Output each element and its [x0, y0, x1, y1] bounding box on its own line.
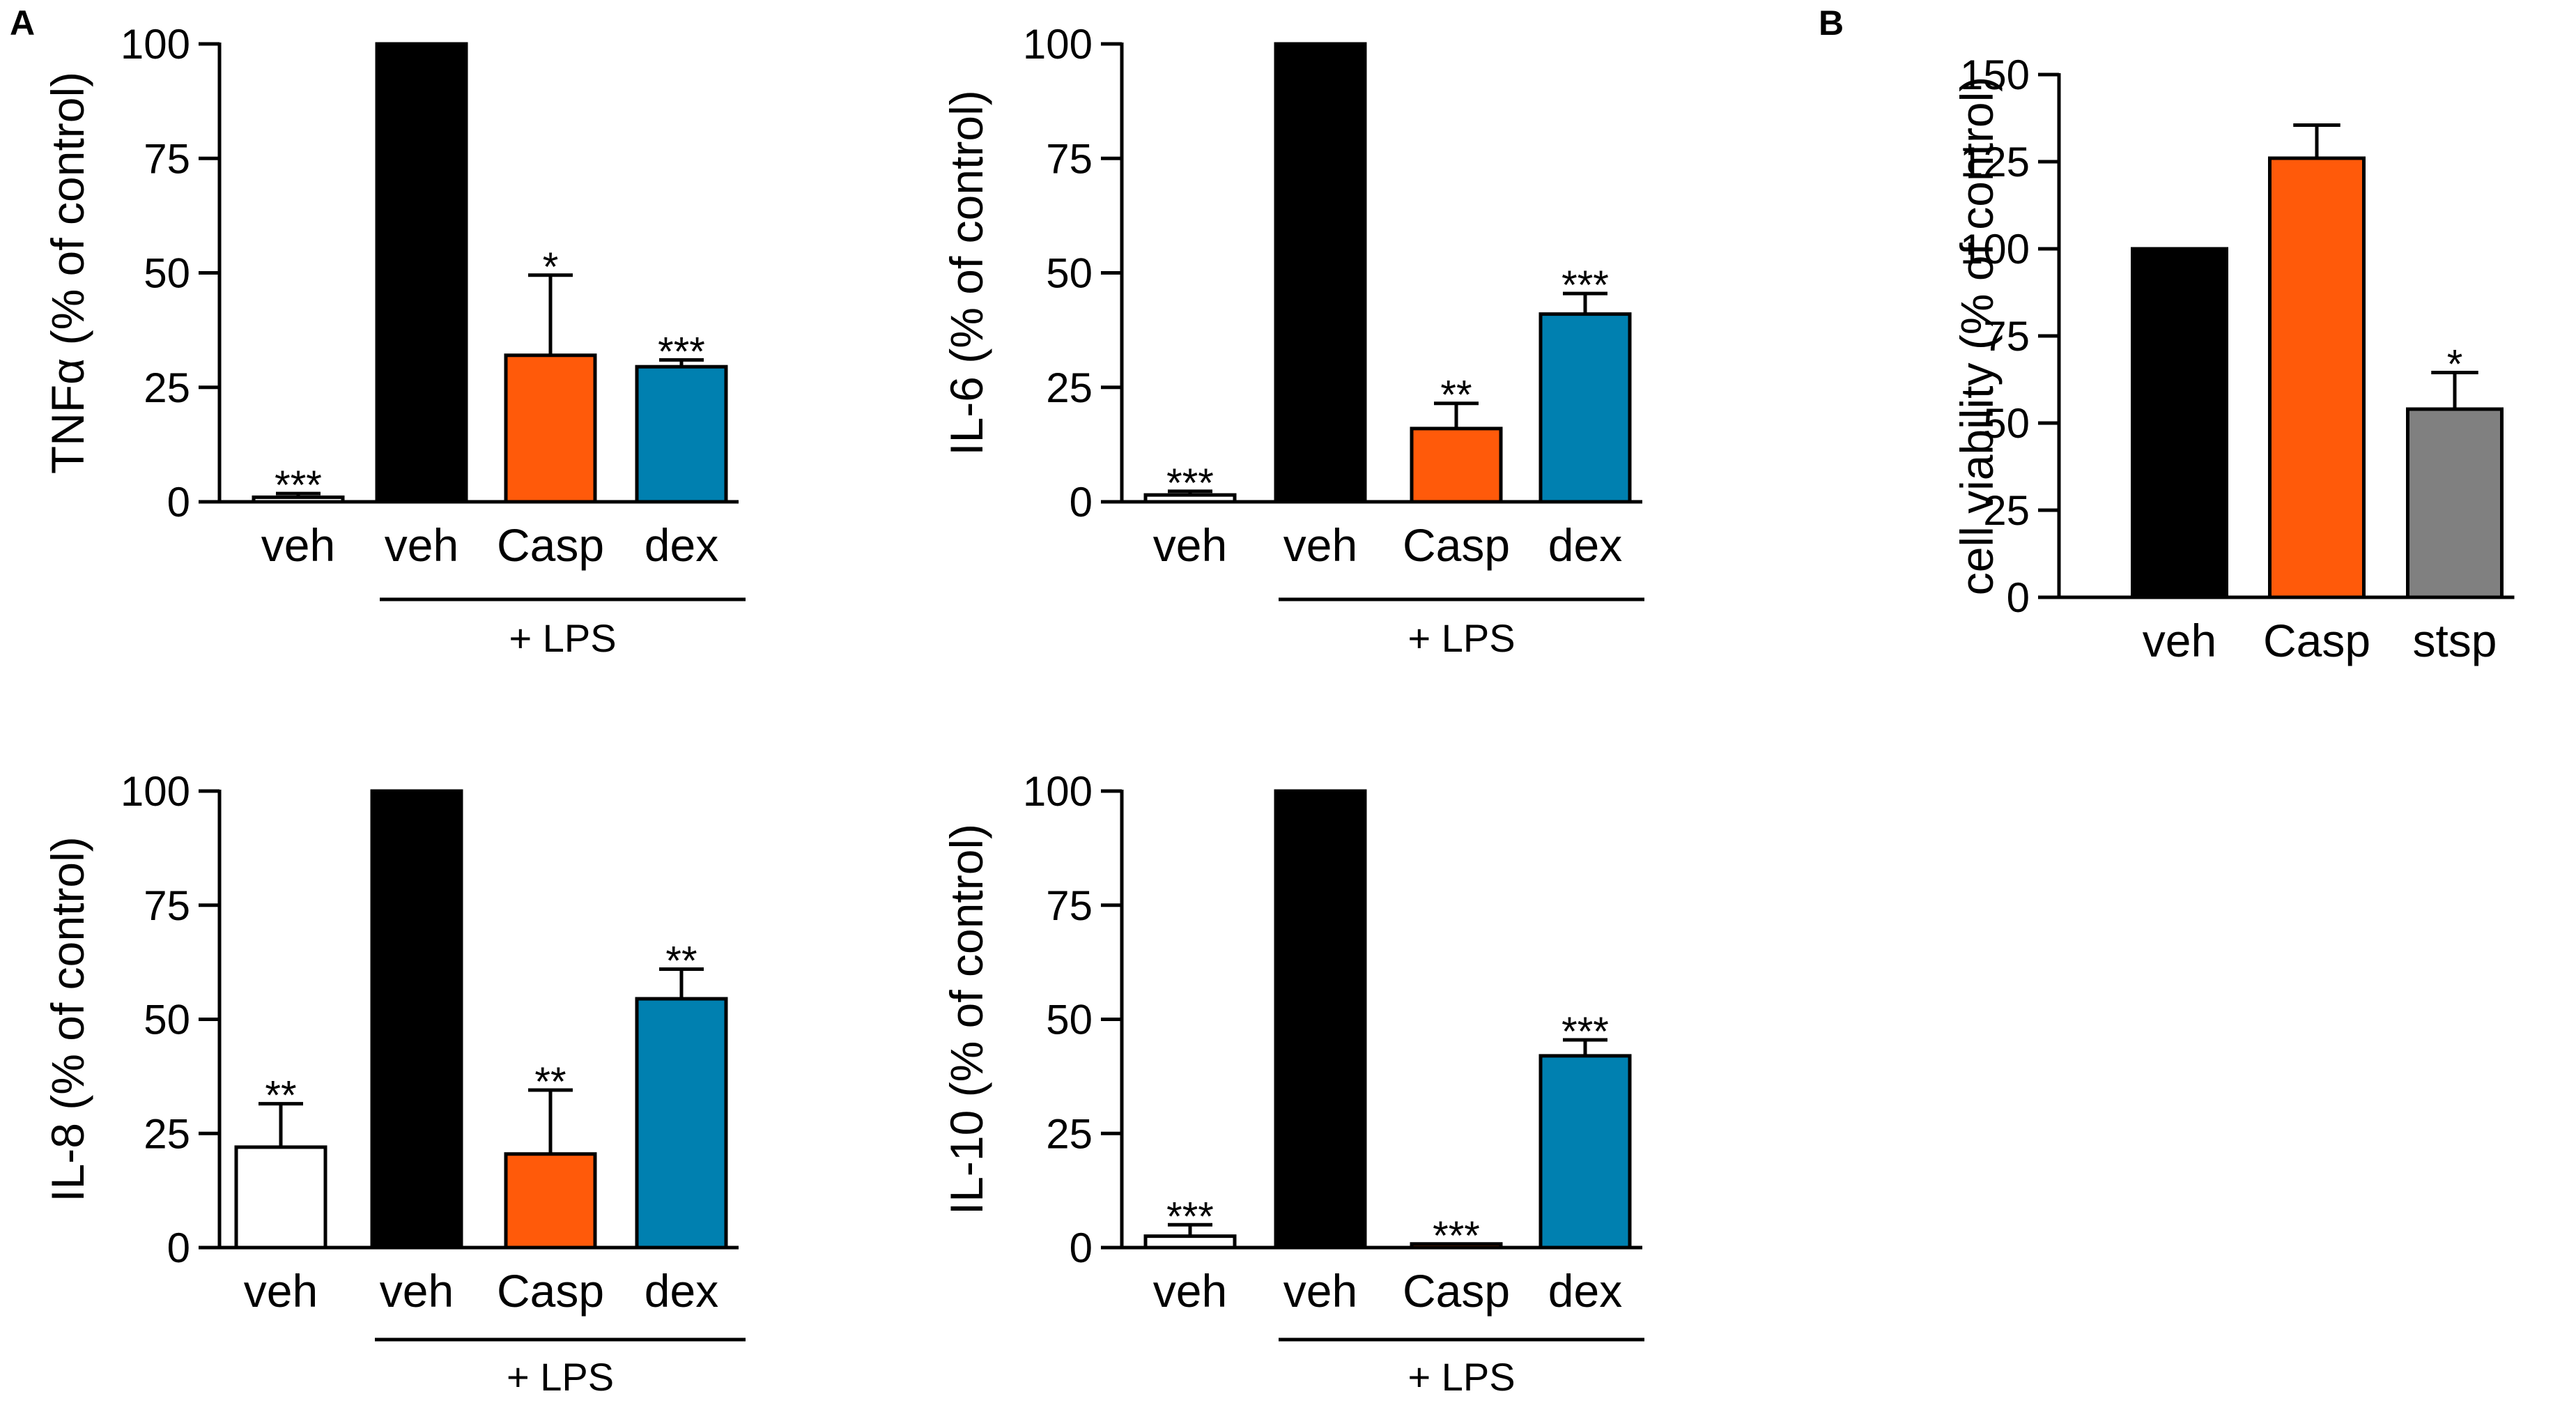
chart3-category-label: dex [645, 1265, 718, 1317]
chart1-bar [504, 353, 597, 504]
chart4-y-tick-label: 0 [1070, 1225, 1093, 1271]
chart4-significance-marker: *** [1561, 1009, 1609, 1055]
chart1-significance-marker: * [543, 245, 559, 290]
chart2-bar [1274, 42, 1367, 504]
chart1-category-label: dex [645, 519, 718, 571]
chart5-y-tick-label: 125 [1960, 139, 2030, 185]
chart3-bar [370, 789, 463, 1250]
chart2-category-label: veh [1283, 519, 1357, 571]
chart1-group-label: + LPS [509, 616, 616, 660]
chart5-category-label: veh [2143, 615, 2216, 666]
chart3-bar [504, 1152, 597, 1250]
chart1-category-label: veh [385, 519, 458, 571]
chart4-bar [1538, 1054, 1632, 1250]
chart5-y-tick-label: 150 [1960, 52, 2030, 98]
chart1-bar [635, 365, 728, 504]
chart4-category-label: veh [1283, 1265, 1357, 1317]
chart1-y-tick-label: 0 [167, 479, 190, 526]
chart3-bar [635, 997, 728, 1250]
chart2-group-label: + LPS [1407, 616, 1515, 660]
chart1-significance-marker: *** [275, 463, 322, 508]
chart4-y-tick-label: 75 [1046, 882, 1093, 929]
chart3-bar [234, 1145, 327, 1250]
chart5-y-tick-label: 100 [1960, 226, 2030, 273]
chart3-category-label: Casp [497, 1265, 604, 1317]
chart5-bar [2268, 156, 2366, 599]
chart4-group-label: + LPS [1407, 1355, 1515, 1399]
chart4-bar [1274, 789, 1367, 1250]
chart5-category-label: stsp [2412, 615, 2497, 666]
chart2-y-tick-label: 100 [1023, 21, 1093, 68]
chart3-significance-marker: ** [534, 1059, 566, 1105]
chart4-category-label: Casp [1403, 1265, 1510, 1317]
chart5-y-tick-label: 75 [1983, 313, 2030, 360]
chart5-bar [2131, 247, 2228, 599]
chart2-bar [1538, 312, 1632, 504]
chart1-bar [375, 42, 468, 504]
chart2-y-axis-label: IL-6 (% of control) [941, 90, 992, 456]
chart3-y-axis-label: IL-8 (% of control) [42, 836, 93, 1202]
chart5-y-tick-label: 0 [2007, 574, 2030, 621]
chart4-y-tick-label: 50 [1046, 997, 1093, 1043]
chart5-category-label: Casp [2263, 615, 2370, 666]
chart3-y-tick-label: 75 [144, 882, 190, 929]
chart5-significance-marker: * [2447, 342, 2463, 388]
chart1-y-tick-label: 25 [144, 365, 190, 411]
chart1-y-axis-label: TNFα (% of control) [42, 72, 93, 474]
chart3-y-tick-label: 100 [121, 768, 190, 815]
chart4-significance-marker: *** [1166, 1194, 1214, 1239]
chart1-category-label: Casp [497, 519, 604, 571]
chart4-significance-marker: *** [1433, 1213, 1480, 1259]
chart2-category-label: Casp [1403, 519, 1510, 571]
chart3-group-label: + LPS [507, 1355, 614, 1399]
chart1-significance-marker: *** [658, 329, 705, 374]
chart2-y-tick-label: 75 [1046, 135, 1093, 182]
panel-label-b: B [1819, 3, 1844, 43]
chart1-y-tick-label: 100 [121, 21, 190, 68]
chart3-significance-marker: ** [265, 1073, 296, 1119]
chart1-y-tick-label: 75 [144, 135, 190, 182]
chart5-y-axis-label: cell viability (% of control) [1951, 77, 2003, 596]
chart2-y-tick-label: 0 [1070, 479, 1093, 526]
chart3-category-label: veh [244, 1265, 318, 1317]
chart5-bar [2406, 407, 2504, 599]
chart4-y-tick-label: 25 [1046, 1110, 1093, 1157]
chart4-y-axis-label: IL-10 (% of control) [941, 824, 992, 1215]
chart2-significance-marker: *** [1561, 263, 1609, 308]
chart2-y-tick-label: 50 [1046, 250, 1093, 297]
chart4-bar [1410, 1242, 1503, 1250]
chart2-bar [1410, 427, 1503, 504]
chart1-category-label: veh [261, 519, 335, 571]
chart1-y-tick-label: 50 [144, 250, 190, 297]
chart2-category-label: veh [1153, 519, 1227, 571]
chart5-y-tick-label: 25 [1983, 487, 2030, 534]
chart4-category-label: veh [1153, 1265, 1227, 1317]
chart3-significance-marker: ** [665, 938, 697, 983]
panel-label-a: A [10, 3, 35, 43]
chart2-significance-marker: *** [1166, 461, 1214, 506]
chart5-y-tick-label: 50 [1983, 400, 2030, 447]
chart3-y-tick-label: 50 [144, 997, 190, 1043]
chart3-category-label: veh [380, 1265, 454, 1317]
chart4-category-label: dex [1548, 1265, 1622, 1317]
chart2-y-tick-label: 25 [1046, 365, 1093, 411]
chart4-y-tick-label: 100 [1023, 768, 1093, 815]
chart3-y-tick-label: 0 [167, 1225, 190, 1271]
chart2-significance-marker: ** [1440, 373, 1472, 418]
chart3-y-tick-label: 25 [144, 1110, 190, 1157]
chart2-category-label: dex [1548, 519, 1622, 571]
